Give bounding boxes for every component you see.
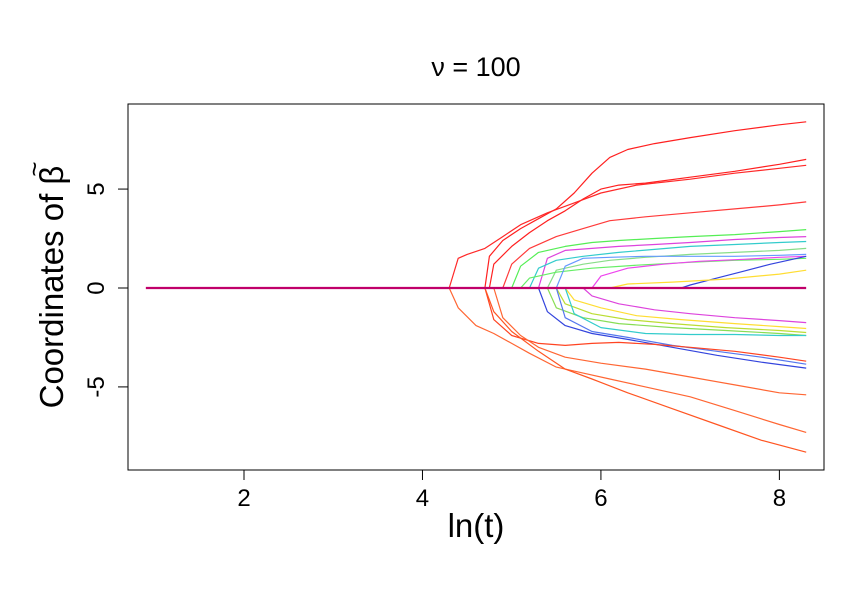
x-axis-label: ln(t) [448,507,505,544]
series-line-3 [448,164,807,289]
series-line-14 [582,287,807,324]
series-line-19 [537,287,807,369]
series-line-4 [502,201,807,289]
y-axis: -5 0 5 [83,182,129,398]
series-line-23 [448,287,807,433]
x-tick-label: 8 [773,485,786,512]
series-line-18 [564,287,807,337]
y-axis-label-symbol: β [33,166,70,185]
y-axis-label: Coordinates of β ~ [19,161,70,408]
svg-text:Coordinates of β: Coordinates of β [33,166,70,409]
x-tick-label: 6 [594,485,607,512]
series-line-5 [511,229,807,289]
series-line-22 [493,287,807,396]
y-tick-label: 0 [83,281,110,294]
series-line-16 [555,287,807,334]
series-line-8 [546,247,807,289]
series-line-11 [681,255,807,289]
series-line-7 [528,240,807,289]
series-layer [448,121,807,453]
series-line-24 [484,287,807,453]
series-line-20 [555,287,807,365]
x-tick-label: 2 [237,485,250,512]
chart-title: ν = 100 [431,52,520,82]
series-line-21 [484,287,807,362]
x-axis: 2 4 6 8 [237,469,786,512]
x-tick-label: 4 [416,485,429,512]
y-axis-label-text: Coordinates of [33,185,70,409]
series-line-9 [520,257,807,289]
series-line-15 [564,287,807,330]
series-line-13 [555,253,807,289]
series-line-1 [484,121,807,289]
series-line-17 [546,287,807,337]
y-axis-label-accent: ~ [19,161,49,176]
series-line-12 [609,269,807,289]
series-line-10 [591,255,807,289]
y-tick-label: -5 [83,376,110,397]
y-tick-label: 5 [83,182,110,195]
series-line-6 [537,236,807,289]
series-line-2 [488,158,807,289]
